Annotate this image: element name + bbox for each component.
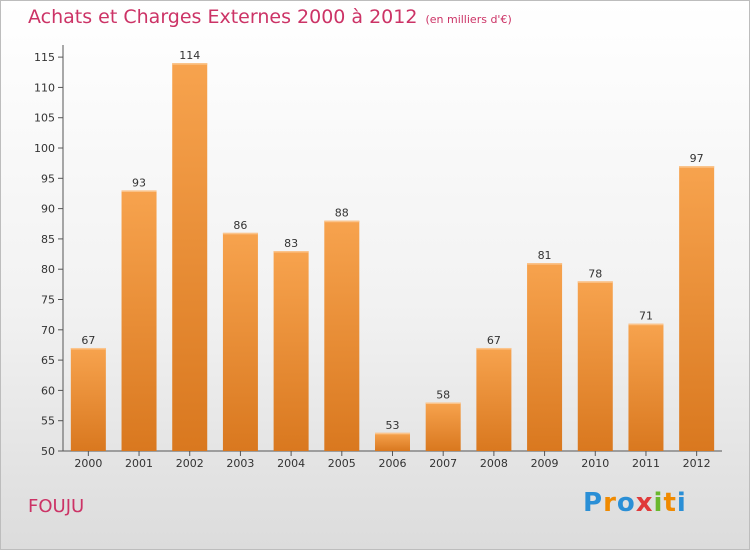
x-tick-label: 2006 <box>379 457 407 470</box>
bar-highlight <box>577 281 613 283</box>
x-tick-label: 2001 <box>125 457 153 470</box>
x-tick-label: 2011 <box>632 457 660 470</box>
bar <box>476 347 512 451</box>
x-tick-label: 2009 <box>531 457 559 470</box>
logo-letter: r <box>603 488 617 518</box>
bar <box>70 347 106 451</box>
y-tick-label: 110 <box>34 81 55 94</box>
x-tick-label: 2004 <box>277 457 305 470</box>
y-tick-label: 50 <box>41 445 55 458</box>
data-label: 58 <box>436 389 450 402</box>
logo-letter: i <box>676 488 687 518</box>
logo-letter: P <box>583 488 604 518</box>
data-label: 53 <box>386 419 400 432</box>
y-tick-label: 75 <box>41 294 55 307</box>
bar-highlight <box>121 190 157 192</box>
bar-highlight <box>476 347 512 350</box>
x-tick-label: 2007 <box>429 457 457 470</box>
bar-highlight <box>527 263 563 265</box>
data-label: 97 <box>690 152 704 165</box>
x-tick-label: 2002 <box>176 457 204 470</box>
bar-highlight <box>70 347 106 350</box>
bar <box>425 402 461 451</box>
bar-highlight <box>324 220 360 223</box>
x-tick-label: 2012 <box>683 457 711 470</box>
logo-letter: x <box>635 488 654 518</box>
y-tick-label: 60 <box>41 384 55 397</box>
y-tick-label: 115 <box>34 51 55 64</box>
y-tick-label: 55 <box>41 415 55 428</box>
data-label: 78 <box>588 267 602 280</box>
bar <box>273 251 309 451</box>
y-tick-label: 65 <box>41 354 55 367</box>
bar-highlight <box>273 251 309 253</box>
x-tick-label: 2003 <box>226 457 254 470</box>
data-label: 86 <box>233 219 247 232</box>
data-label: 88 <box>335 207 349 220</box>
y-tick-label: 85 <box>41 233 55 246</box>
x-tick-label: 2000 <box>74 457 102 470</box>
bar-highlight <box>222 232 258 235</box>
bar <box>222 232 258 451</box>
x-tick-label: 2005 <box>328 457 356 470</box>
data-label: 67 <box>81 334 95 347</box>
bar <box>628 323 664 451</box>
chart-title-text: Achats et Charges Externes 2000 à 2012 <box>28 6 418 28</box>
data-label: 81 <box>538 249 552 262</box>
y-tick-label: 70 <box>41 324 55 337</box>
bar <box>577 281 613 451</box>
y-tick-label: 90 <box>41 203 55 216</box>
logo-letter: o <box>616 488 636 518</box>
bar <box>121 190 157 451</box>
y-tick-label: 100 <box>34 142 55 155</box>
logo-letter: t <box>663 488 677 518</box>
bar-highlight <box>172 63 208 65</box>
data-label: 93 <box>132 176 146 189</box>
data-label: 71 <box>639 310 653 323</box>
y-tick-label: 105 <box>34 112 55 125</box>
bar <box>527 263 563 451</box>
commune-name: FOUJU <box>28 496 85 517</box>
data-label: 83 <box>284 237 298 250</box>
bar-highlight <box>679 166 715 168</box>
y-tick-label: 80 <box>41 263 55 276</box>
bar-highlight <box>628 323 664 326</box>
data-label: 114 <box>179 49 200 62</box>
logo-letter: i <box>653 488 664 518</box>
bar <box>324 220 360 451</box>
bar-highlight <box>425 402 461 405</box>
bar <box>375 432 410 451</box>
proxiti-logo[interactable]: Proxiti <box>583 488 687 518</box>
data-label: 67 <box>487 334 501 347</box>
bar <box>679 166 715 451</box>
bar-highlight <box>375 432 410 435</box>
chart-title: Achats et Charges Externes 2000 à 2012 (e… <box>28 6 512 28</box>
chart-unit: (en milliers d'€) <box>425 13 512 26</box>
y-tick-label: 95 <box>41 172 55 185</box>
bar <box>172 63 208 451</box>
x-tick-label: 2010 <box>581 457 609 470</box>
x-tick-label: 2008 <box>480 457 508 470</box>
